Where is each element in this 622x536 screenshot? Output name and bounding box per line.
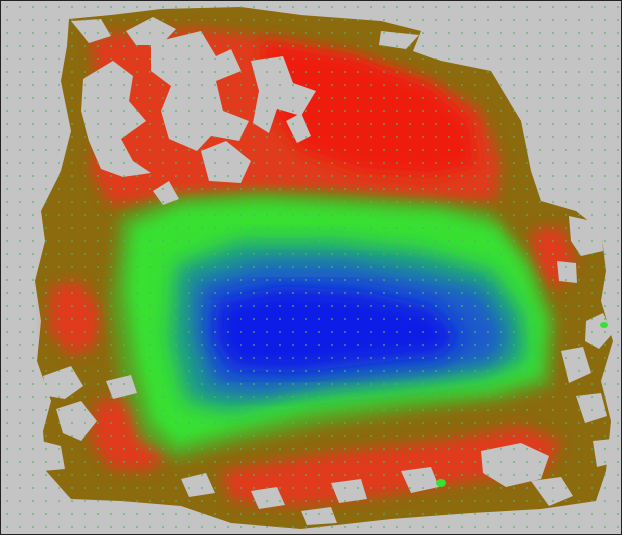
signal-heatmap[interactable]: [1, 1, 622, 536]
grid-dots: [2, 2, 622, 535]
heatmap-frame: [0, 0, 622, 535]
